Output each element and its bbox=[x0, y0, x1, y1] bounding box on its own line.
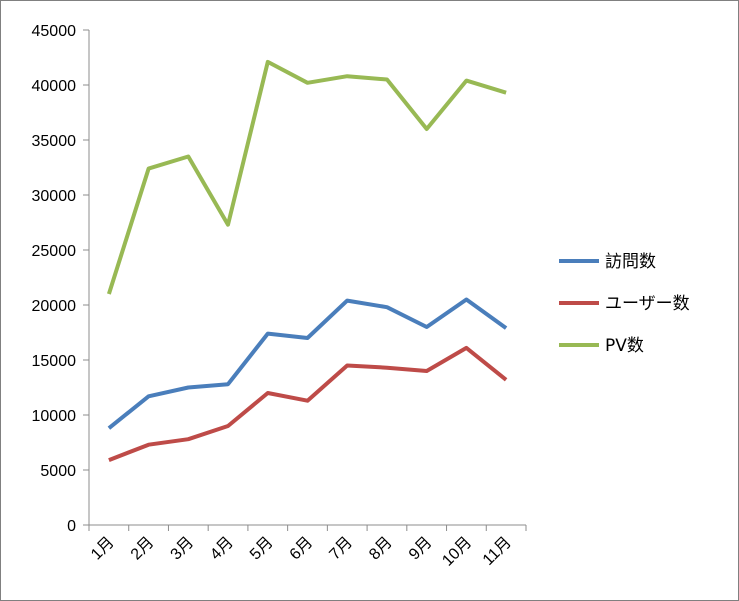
legend-label-3: PV数 bbox=[605, 336, 644, 356]
x-tick-label: 3月 bbox=[168, 534, 198, 564]
series-line-1 bbox=[107, 297, 508, 430]
y-tick-label: 15000 bbox=[32, 353, 77, 370]
y-tick-label: 25000 bbox=[32, 243, 77, 260]
axes bbox=[88, 30, 526, 526]
y-tick-label: 20000 bbox=[32, 298, 77, 315]
x-tick-label: 5月 bbox=[247, 534, 277, 564]
series-lines bbox=[106, 59, 508, 462]
y-tick-label: 40000 bbox=[32, 78, 77, 95]
series-line-3 bbox=[106, 59, 507, 295]
y-tick-label: 45000 bbox=[32, 23, 77, 40]
series-line-2 bbox=[108, 345, 508, 462]
x-tick-label: 10月 bbox=[439, 534, 475, 570]
x-tick-label: 4月 bbox=[207, 534, 237, 564]
y-axis-ticks: 0 5000 10000 15000 20000 25000 30000 35000 40000… bbox=[32, 23, 89, 535]
y-tick-label: 0 bbox=[67, 518, 76, 535]
x-tick-label: 7月 bbox=[326, 534, 356, 564]
x-tick-label: 9月 bbox=[406, 534, 436, 564]
legend-label-1: 訪問数 bbox=[605, 252, 656, 272]
x-tick-label: 6月 bbox=[287, 534, 317, 564]
y-tick-label: 10000 bbox=[32, 408, 77, 425]
x-tick-label: 11月 bbox=[480, 534, 515, 569]
legend-label-2: ユーザー数 bbox=[605, 294, 690, 314]
y-tick-label: 35000 bbox=[32, 133, 77, 150]
y-tick-label: 5000 bbox=[40, 463, 76, 480]
y-tick-label: 30000 bbox=[32, 188, 77, 205]
x-tick-label: 2月 bbox=[128, 534, 158, 564]
x-tick-label: 1月 bbox=[88, 534, 118, 564]
x-tick-label: 8月 bbox=[366, 534, 396, 564]
x-axis-ticks: 1月 2月 3月 4月 5月 6月 7月 8月 9月 10月 11月 bbox=[88, 525, 527, 570]
